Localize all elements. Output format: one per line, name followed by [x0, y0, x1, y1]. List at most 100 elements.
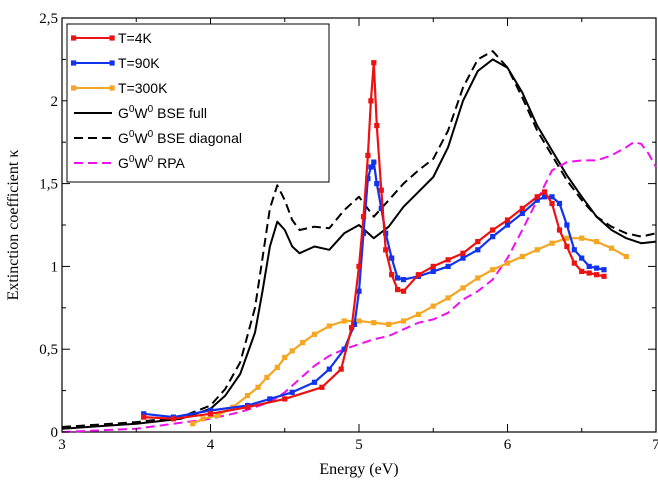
- series-1-point: [383, 230, 389, 236]
- legend-marker: [71, 35, 77, 41]
- series-0-point: [556, 227, 563, 233]
- series-1-point: [207, 407, 214, 414]
- series-0-point: [415, 272, 421, 278]
- series-2-point: [534, 247, 540, 253]
- series-2-point: [608, 245, 615, 251]
- legend-label-part: T=4K: [118, 30, 153, 46]
- series-0-point: [430, 263, 436, 269]
- plot-area: 3 4 5 6 7 0 0,5 1 1,5 2 2,5: [39, 11, 658, 453]
- series-1-point: [571, 247, 577, 253]
- series-0-point: [356, 263, 362, 269]
- series-1-point: [542, 194, 548, 200]
- series-2-point: [245, 393, 251, 399]
- series-2-point: [371, 320, 377, 326]
- series-1-point: [475, 247, 481, 253]
- legend-item: T=90K: [71, 55, 160, 71]
- series-2-point: [475, 275, 481, 281]
- series-0-point: [170, 416, 176, 422]
- tick-layer: 3 4 5 6 7 0 0,5 1 1,5 2 2,5: [39, 11, 658, 453]
- series-1-point: [378, 205, 384, 211]
- series-1-point: [430, 268, 436, 274]
- series-1-point: [360, 230, 367, 236]
- legend-label: G0W0 BSE diagonal: [118, 129, 242, 146]
- series-2-point: [255, 384, 261, 390]
- series-0-point: [349, 325, 355, 331]
- series-3-line: [61, 58, 657, 430]
- series-1-point: [267, 396, 273, 402]
- y-tick-label: 1: [51, 259, 59, 275]
- series-0-point: [519, 205, 525, 211]
- legend-label: G0W0 BSE full: [118, 104, 207, 121]
- y-tick-label: 0: [51, 425, 59, 441]
- series-2-point: [190, 421, 196, 427]
- series-1-point: [579, 255, 585, 261]
- series-1-point: [356, 288, 362, 294]
- series-0-point: [374, 123, 380, 129]
- series-0-point: [542, 189, 548, 195]
- y-tick-label: 1,5: [39, 177, 58, 193]
- x-tick-label: 4: [207, 437, 215, 453]
- legend-item: T=300K: [71, 80, 168, 96]
- legend-label: T=90K: [118, 55, 160, 71]
- series-0-point: [141, 414, 147, 420]
- series-0-point: [245, 404, 251, 410]
- legend-label-part: W: [134, 130, 148, 146]
- series-1-point: [326, 366, 332, 372]
- legend-label-part: W: [134, 105, 148, 121]
- series-1-point: [400, 277, 407, 283]
- legend-label: T=4K: [118, 30, 153, 46]
- series-1-point: [365, 176, 371, 182]
- series-0-point: [549, 200, 555, 207]
- series-0-point: [460, 250, 466, 256]
- series-2-point: [400, 318, 407, 324]
- legend-label-part: G: [118, 105, 129, 121]
- series-2-point: [504, 260, 511, 266]
- x-tick-label: 3: [58, 437, 66, 453]
- series-1-point: [601, 267, 607, 273]
- series-0-point: [594, 272, 600, 278]
- series-4-line: [61, 50, 657, 428]
- legend-label: G0W0 RPA: [118, 154, 186, 171]
- series-0-point: [475, 239, 481, 245]
- legend-label-part: W: [134, 155, 148, 171]
- legend-items: T=4K T=90K T=300K G0W0 BSE full G0W0 BSE dia…: [71, 30, 242, 171]
- series-2-point: [445, 295, 451, 301]
- series-1-point: [534, 197, 540, 203]
- series-2-point: [300, 340, 306, 346]
- legend-item: T=4K: [71, 30, 153, 46]
- series-0-point: [571, 260, 577, 266]
- legend-label-part: G: [118, 130, 129, 146]
- series-1-point: [141, 411, 147, 417]
- series-0-point: [579, 268, 585, 274]
- series-2-point: [311, 331, 318, 337]
- series-2-point: [274, 364, 280, 370]
- series-2-point: [490, 267, 496, 273]
- legend-marker: [71, 85, 77, 91]
- legend-marker: [109, 60, 115, 66]
- series-1-point: [586, 263, 592, 269]
- legend-marker: [71, 60, 77, 66]
- series-1-point: [395, 275, 401, 281]
- series-1-point: [504, 222, 511, 228]
- legend-label-part: T=300K: [118, 80, 168, 96]
- legend-marker: [109, 35, 115, 41]
- series-1-point: [389, 255, 395, 261]
- series-0-point: [564, 243, 570, 250]
- series-0-point: [365, 152, 371, 158]
- series-layer: [61, 50, 657, 433]
- legend-label-part: BSE full: [153, 105, 207, 121]
- series-5-line: [61, 141, 657, 433]
- series-2-point: [326, 323, 332, 329]
- series-2-point: [579, 235, 585, 241]
- legend-item: G0W0 BSE diagonal: [74, 129, 242, 146]
- series-2-point: [356, 318, 362, 324]
- series-0-point: [319, 384, 325, 390]
- series-0-point: [534, 194, 540, 200]
- legend-label-part: RPA: [153, 155, 185, 171]
- legend-superscript: 0: [148, 154, 154, 165]
- series-1-point: [490, 234, 496, 240]
- series-2-point: [289, 348, 295, 354]
- series-1-point: [549, 194, 555, 200]
- series-1-point: [351, 321, 358, 327]
